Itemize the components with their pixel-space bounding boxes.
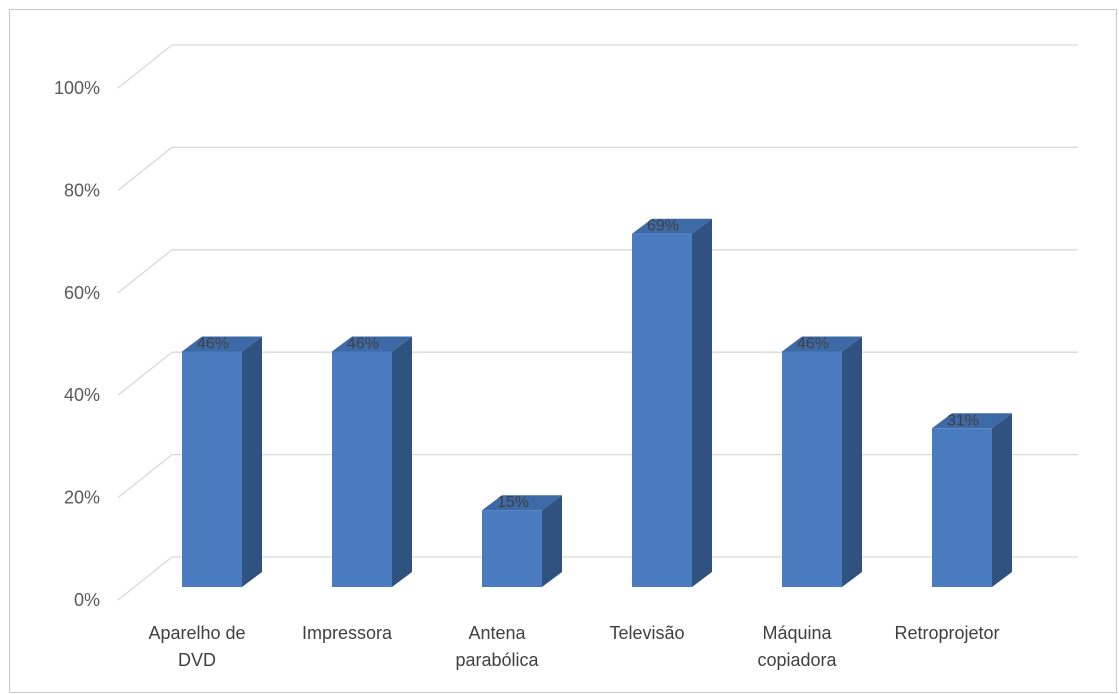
bar-top (482, 495, 562, 511)
bar-front (182, 351, 242, 587)
x-category-label: Impressora (302, 623, 393, 643)
y-tick-label: 80% (64, 180, 100, 200)
bar (332, 336, 412, 587)
gridline-depth (117, 146, 173, 191)
data-label: 31% (947, 412, 979, 429)
bar-side (692, 218, 712, 587)
gridline-depth (117, 454, 173, 499)
x-category-label: Televisão (609, 623, 684, 643)
bar-side (242, 336, 262, 587)
data-label: 15% (497, 494, 529, 511)
x-axis-categories: Aparelho de DVD Impressora Antena parabólica… (148, 623, 999, 670)
bar-side (542, 495, 562, 587)
gridlines (117, 44, 1078, 601)
x-category-label: Aparelho de DVD (148, 623, 245, 670)
bar-top (632, 218, 712, 234)
bar-side (392, 336, 412, 587)
data-label: 46% (347, 335, 379, 352)
bar-top (332, 336, 412, 352)
bar (482, 495, 562, 587)
bar-top (932, 413, 1012, 429)
gridline-depth (117, 351, 173, 396)
y-tick-label: 40% (64, 385, 100, 405)
bar-top (182, 336, 262, 352)
data-labels: 46% 46% 15% 69% 46% 31% (197, 218, 979, 511)
gridline-depth (117, 249, 173, 294)
y-tick-label: 0% (74, 590, 100, 610)
bars (182, 218, 1012, 587)
gridline-depth (117, 556, 173, 601)
y-axis-ticks: 0% 20% 40% 60% 80% 100% (54, 78, 100, 610)
x-category-label: Antena parabólica (455, 623, 539, 670)
bar (932, 413, 1012, 587)
y-tick-label: 100% (54, 78, 100, 98)
bar (182, 336, 262, 587)
bar-front (782, 351, 842, 587)
bar (632, 218, 712, 587)
gridline-depth (117, 44, 173, 89)
x-category-label: Retroprojetor (894, 623, 999, 643)
bar-front (332, 351, 392, 587)
data-label: 46% (197, 335, 229, 352)
y-tick-label: 20% (64, 488, 100, 508)
bar-side (842, 336, 862, 587)
x-category-label: Máquina copiadora (757, 623, 837, 670)
y-tick-label: 60% (64, 283, 100, 303)
bar-top (782, 336, 862, 352)
data-label: 46% (797, 335, 829, 352)
bar-front (632, 233, 692, 587)
bar-side (992, 413, 1012, 587)
bar-front (932, 428, 992, 587)
bar (782, 336, 862, 587)
data-label: 69% (647, 218, 679, 235)
bar-front (482, 510, 542, 587)
